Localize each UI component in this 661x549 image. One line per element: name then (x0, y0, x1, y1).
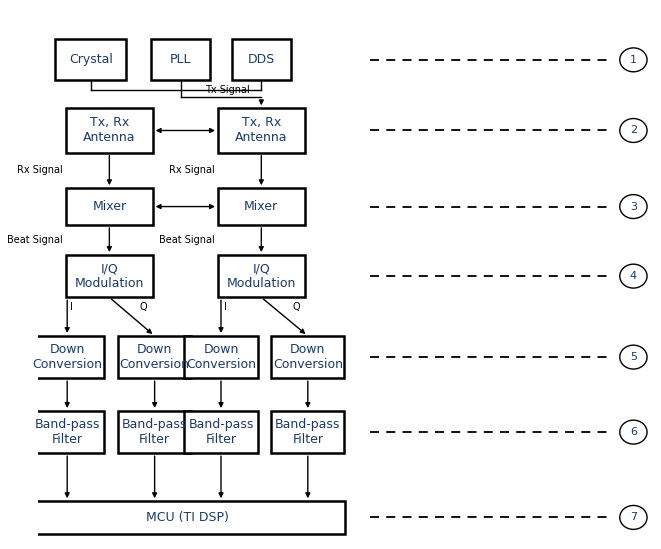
Text: Beat Signal: Beat Signal (7, 235, 63, 245)
FancyBboxPatch shape (151, 40, 210, 80)
FancyBboxPatch shape (55, 40, 126, 80)
Text: I/Q
Modulation: I/Q Modulation (75, 262, 144, 290)
FancyBboxPatch shape (184, 336, 258, 378)
Text: 5: 5 (630, 352, 637, 362)
Text: Mixer: Mixer (245, 200, 278, 213)
FancyBboxPatch shape (30, 336, 104, 378)
Circle shape (620, 420, 647, 444)
Circle shape (620, 506, 647, 529)
Text: Down
Conversion: Down Conversion (120, 343, 190, 371)
FancyBboxPatch shape (30, 411, 104, 453)
Text: Rx Signal: Rx Signal (169, 165, 215, 176)
Text: Rx Signal: Rx Signal (17, 165, 63, 176)
Text: Down
Conversion: Down Conversion (32, 343, 102, 371)
Text: Mixer: Mixer (93, 200, 126, 213)
FancyBboxPatch shape (271, 336, 344, 378)
Text: 1: 1 (630, 55, 637, 65)
Text: 2: 2 (630, 126, 637, 136)
FancyBboxPatch shape (66, 255, 153, 298)
Text: Q: Q (139, 302, 147, 312)
Text: Beat Signal: Beat Signal (159, 235, 215, 245)
Text: Down
Conversion: Down Conversion (273, 343, 343, 371)
Text: Tx, Rx
Antenna: Tx, Rx Antenna (235, 116, 288, 144)
Text: 3: 3 (630, 201, 637, 211)
Text: Crystal: Crystal (69, 53, 112, 66)
Text: I: I (70, 302, 73, 312)
Circle shape (620, 345, 647, 369)
Circle shape (620, 194, 647, 219)
Text: Down
Conversion: Down Conversion (186, 343, 256, 371)
Text: Band-pass
Filter: Band-pass Filter (188, 418, 254, 446)
Text: Q: Q (292, 302, 300, 312)
FancyBboxPatch shape (118, 411, 191, 453)
FancyBboxPatch shape (30, 501, 345, 534)
Circle shape (620, 264, 647, 288)
Text: Tx, Rx
Antenna: Tx, Rx Antenna (83, 116, 136, 144)
FancyBboxPatch shape (218, 108, 305, 153)
FancyBboxPatch shape (66, 188, 153, 225)
Text: Tx Signal: Tx Signal (205, 85, 250, 95)
Text: Band-pass
Filter: Band-pass Filter (275, 418, 340, 446)
Text: I/Q
Modulation: I/Q Modulation (227, 262, 296, 290)
FancyBboxPatch shape (118, 336, 191, 378)
Text: 7: 7 (630, 512, 637, 523)
Text: 4: 4 (630, 271, 637, 281)
Text: 6: 6 (630, 427, 637, 437)
Text: PLL: PLL (170, 53, 192, 66)
FancyBboxPatch shape (66, 108, 153, 153)
Text: DDS: DDS (248, 53, 275, 66)
Circle shape (620, 48, 647, 72)
FancyBboxPatch shape (232, 40, 291, 80)
Text: Band-pass
Filter: Band-pass Filter (34, 418, 100, 446)
FancyBboxPatch shape (271, 411, 344, 453)
Circle shape (620, 119, 647, 142)
FancyBboxPatch shape (218, 188, 305, 225)
Text: I: I (224, 302, 227, 312)
FancyBboxPatch shape (218, 255, 305, 298)
Text: Band-pass
Filter: Band-pass Filter (122, 418, 187, 446)
Text: MCU (TI DSP): MCU (TI DSP) (146, 511, 229, 524)
FancyBboxPatch shape (184, 411, 258, 453)
